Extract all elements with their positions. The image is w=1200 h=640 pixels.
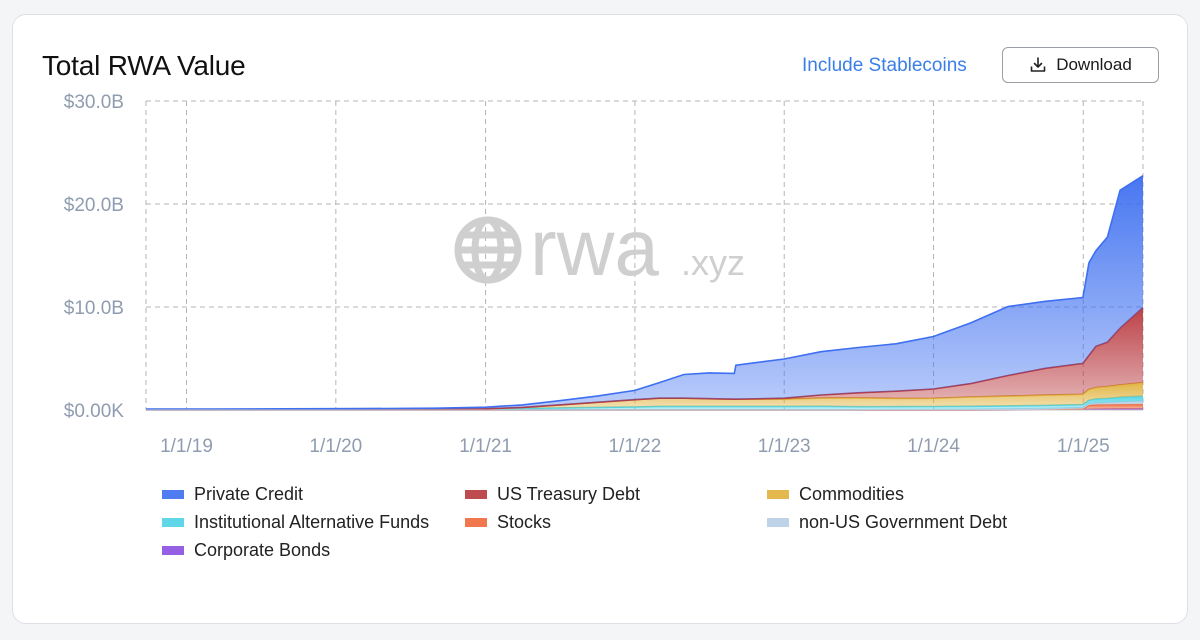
- y-tick-label: $0.00K: [64, 401, 125, 422]
- download-button[interactable]: Download: [1002, 47, 1159, 83]
- legend-label: Corporate Bonds: [194, 540, 331, 560]
- x-tick-label: 1/1/19: [160, 436, 213, 457]
- legend-item[interactable]: Private Credit: [162, 484, 303, 505]
- watermark-suffix: .xyz: [681, 242, 745, 283]
- watermark-brand: rwa: [530, 203, 659, 292]
- x-tick-label: 1/1/21: [459, 436, 512, 457]
- watermark: rwa .xyz: [454, 203, 745, 292]
- x-tick-label: 1/1/23: [758, 436, 811, 457]
- legend-label: non-US Government Debt: [799, 512, 1008, 532]
- legend-label: Stocks: [497, 512, 552, 532]
- x-tick-label: 1/1/22: [608, 436, 661, 457]
- line-private-credit: [146, 175, 1144, 410]
- y-tick-label: $30.0B: [64, 92, 124, 113]
- legend-item[interactable]: US Treasury Debt: [465, 484, 640, 505]
- legend-label: Private Credit: [194, 484, 304, 504]
- legend-label: Institutional Alternative Funds: [194, 512, 430, 532]
- legend-swatch: [767, 518, 789, 527]
- x-tick-label: 1/1/25: [1057, 436, 1110, 457]
- legend-swatch: [162, 518, 184, 527]
- include-stablecoins-link[interactable]: Include Stablecoins: [802, 55, 967, 76]
- legend-item[interactable]: Stocks: [465, 512, 551, 533]
- axes: $0.00K $10.0B $20.0B $30.0B 1/1/19 1/1/20 1/1/…: [64, 92, 1143, 457]
- x-tick-label: 1/1/20: [309, 436, 362, 457]
- area-commodities: [146, 382, 1143, 410]
- area-private-credit: [146, 175, 1143, 410]
- legend-item[interactable]: non-US Government Debt: [767, 512, 1007, 533]
- download-label: Download: [1056, 55, 1132, 74]
- download-icon: [1029, 56, 1047, 74]
- legend-item[interactable]: Corporate Bonds: [162, 540, 330, 561]
- globe-icon: [454, 216, 522, 284]
- legend-label: US Treasury Debt: [497, 484, 641, 504]
- y-tick-label: $20.0B: [64, 195, 124, 216]
- x-tick-label: 1/1/24: [907, 436, 960, 457]
- legend-swatch: [162, 490, 184, 499]
- legend-swatch: [465, 518, 487, 527]
- legend-item[interactable]: Institutional Alternative Funds: [162, 512, 429, 533]
- legend-item[interactable]: Commodities: [767, 484, 904, 505]
- legend-swatch: [767, 490, 789, 499]
- y-tick-label: $10.0B: [64, 298, 124, 319]
- legend-label: Commodities: [799, 484, 905, 504]
- legend-swatch: [162, 546, 184, 555]
- legend-swatch: [465, 490, 487, 499]
- chart-title: Total RWA Value: [42, 50, 246, 81]
